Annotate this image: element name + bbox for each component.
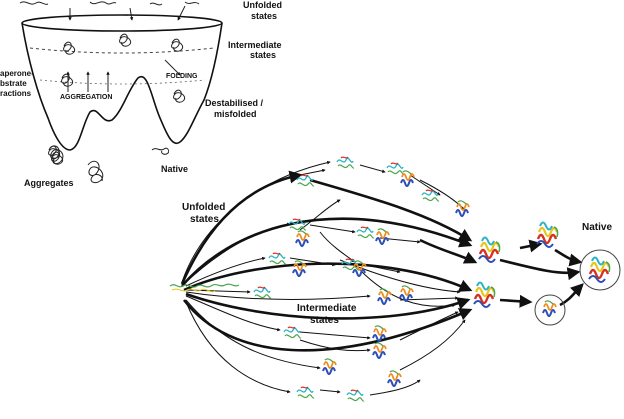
funnel-folding-label: FOLDING	[166, 73, 198, 80]
funnel-native-label: Native	[161, 164, 188, 174]
native-circle-large	[579, 249, 621, 291]
funnel-unfolded-label-1: Unfolded	[243, 0, 282, 10]
unfolded-chains-top	[19, 1, 200, 21]
funnel-aggregation-label: AGGREGATION	[60, 94, 112, 101]
network-intermediate-label-1: Intermediate	[297, 303, 357, 314]
funnel-destabilised-label-1: Destabilised /	[205, 98, 264, 108]
funnel-chaperone-label-2: bstrate	[0, 79, 27, 88]
funnel-chaperone-label-1: aperone-	[0, 69, 34, 78]
network-thin-arrows	[181, 160, 466, 396]
protein-structures	[253, 156, 611, 402]
funnel-intermediate-label-1: Intermediate	[228, 40, 282, 50]
unfolded-chain	[169, 283, 240, 293]
funnel-unfolded-label-2: states	[251, 11, 277, 21]
network-unfolded-label-1: Unfolded	[182, 202, 225, 213]
funnel-aggregates-label: Aggregates	[24, 178, 74, 188]
funnel-arrows	[66, 59, 181, 92]
funnel-chaperone-label-3: ractions	[0, 89, 32, 98]
energy-funnel: AGGREGATION FOLDING	[19, 1, 223, 184]
native-circle-small	[534, 294, 566, 326]
folding-network	[180, 160, 621, 396]
funnel-intermediate-label-2: states	[250, 50, 276, 60]
funnel-surface	[21, 22, 223, 151]
network-native-label: Native	[582, 222, 612, 233]
network-intermediate-label-2: states	[310, 315, 339, 326]
funnel-destabilised-label-2: misfolded	[214, 109, 257, 119]
network-unfolded-label-2: states	[190, 214, 219, 225]
funnel-rim	[21, 14, 223, 32]
